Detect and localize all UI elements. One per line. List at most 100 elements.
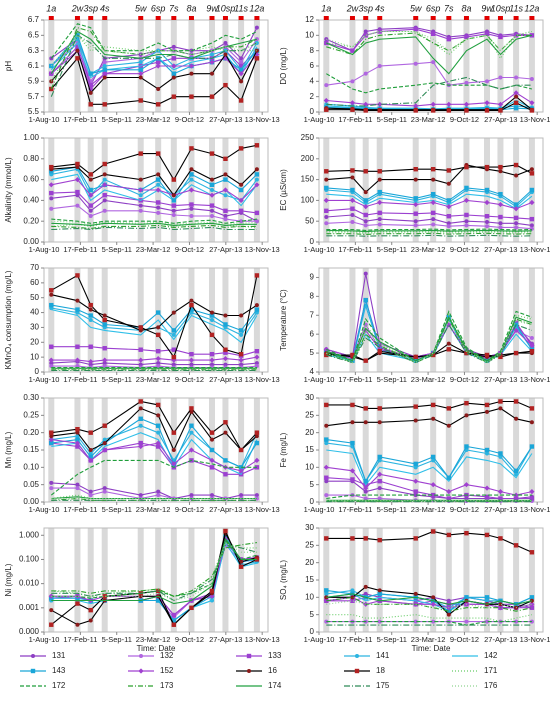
marker	[155, 440, 161, 446]
marker	[49, 480, 54, 485]
legend-entry: 171	[452, 666, 498, 675]
series-line	[51, 194, 258, 222]
marker	[529, 226, 534, 231]
marker	[324, 619, 329, 624]
marker	[349, 468, 356, 474]
marker	[446, 423, 451, 428]
marker	[102, 489, 107, 494]
sampling-band	[497, 268, 504, 372]
y-tick-label: 30	[305, 393, 314, 402]
series-line	[51, 544, 258, 602]
x-tick-label: 27-Apr-13	[209, 635, 242, 644]
marker	[363, 101, 369, 107]
marker	[189, 430, 194, 435]
marker	[138, 325, 143, 330]
marker	[49, 622, 54, 627]
y-tick-label: 0	[310, 627, 315, 636]
marker	[513, 543, 519, 548]
sampling-band	[445, 138, 452, 242]
marker	[529, 598, 534, 603]
sampling-band	[445, 398, 452, 502]
marker	[88, 203, 93, 208]
x-tick-label: 13-Nov-13	[245, 245, 280, 254]
marker	[75, 601, 80, 606]
marker	[484, 187, 490, 193]
marker	[514, 173, 519, 178]
marker	[529, 550, 535, 555]
series-line	[51, 361, 257, 366]
x-tick-label: 13-Nov-13	[520, 375, 550, 384]
marker	[413, 465, 418, 470]
marker	[350, 175, 355, 180]
marker	[138, 493, 143, 498]
marker	[464, 401, 469, 406]
marker	[446, 214, 452, 219]
marker	[48, 593, 54, 599]
marker	[254, 143, 260, 148]
marker	[377, 177, 382, 182]
sampling-band	[497, 398, 504, 502]
marker	[88, 448, 93, 452]
series-line	[50, 459, 257, 496]
marker	[254, 457, 260, 463]
marker	[155, 177, 161, 182]
marker	[88, 457, 94, 463]
season-marker	[209, 16, 215, 20]
x-tick-label: 13-Nov-13	[520, 245, 550, 254]
marker	[102, 64, 107, 68]
x-tick-label: 1-Aug-10	[29, 115, 60, 124]
legend-label: 174	[268, 681, 282, 690]
x-tick-label: 13-Nov-13	[245, 505, 280, 514]
marker	[223, 528, 228, 534]
sampling-band	[412, 528, 419, 632]
sampling-band	[376, 268, 383, 372]
season-marker	[513, 16, 519, 20]
series-line	[50, 49, 258, 94]
y-tick-label: 6.3	[28, 46, 40, 55]
marker	[155, 332, 161, 338]
x-tick-label: 23-Mar-12	[411, 245, 446, 254]
marker	[513, 327, 519, 333]
marker	[75, 44, 80, 50]
sampling-band	[74, 268, 81, 372]
series-line	[326, 214, 532, 226]
season-label: 8a	[461, 3, 471, 13]
marker	[189, 298, 194, 303]
marker	[75, 273, 80, 278]
sampling-band	[155, 398, 162, 502]
panel: 0 2 4 6 8 10 12 1-Aug-10 17-Feb-11 5-Sep-11 23-Mar…	[279, 3, 550, 124]
marker	[209, 357, 215, 363]
marker	[363, 485, 369, 491]
marker	[223, 313, 228, 318]
season-marker	[349, 16, 355, 20]
marker	[171, 328, 177, 333]
legend-label: 18	[376, 666, 385, 675]
marker	[430, 402, 436, 408]
marker	[138, 423, 143, 428]
marker	[155, 423, 161, 428]
marker	[464, 212, 469, 218]
x-tick-label: 1-Aug-10	[304, 245, 335, 254]
y-tick-label: 50	[305, 216, 314, 225]
y-tick-label: 0.10	[23, 462, 39, 471]
marker	[413, 536, 418, 541]
series-line	[51, 173, 258, 207]
marker	[430, 482, 436, 488]
marker	[210, 71, 214, 76]
series-line	[326, 439, 533, 483]
x-tick-label: 5-Sep-11	[102, 635, 132, 644]
series-line	[50, 30, 258, 74]
sampling-band	[513, 528, 520, 632]
marker	[430, 167, 436, 172]
marker	[377, 588, 382, 593]
marker	[171, 208, 176, 213]
marker	[48, 182, 54, 188]
marker	[49, 361, 54, 366]
marker	[223, 350, 228, 355]
marker	[430, 210, 436, 216]
x-tick-label: 13-Nov-13	[520, 115, 550, 124]
marker	[88, 71, 93, 76]
x-tick-label: 17-Feb-11	[63, 375, 97, 384]
series-line	[51, 166, 258, 202]
marker	[48, 437, 54, 443]
